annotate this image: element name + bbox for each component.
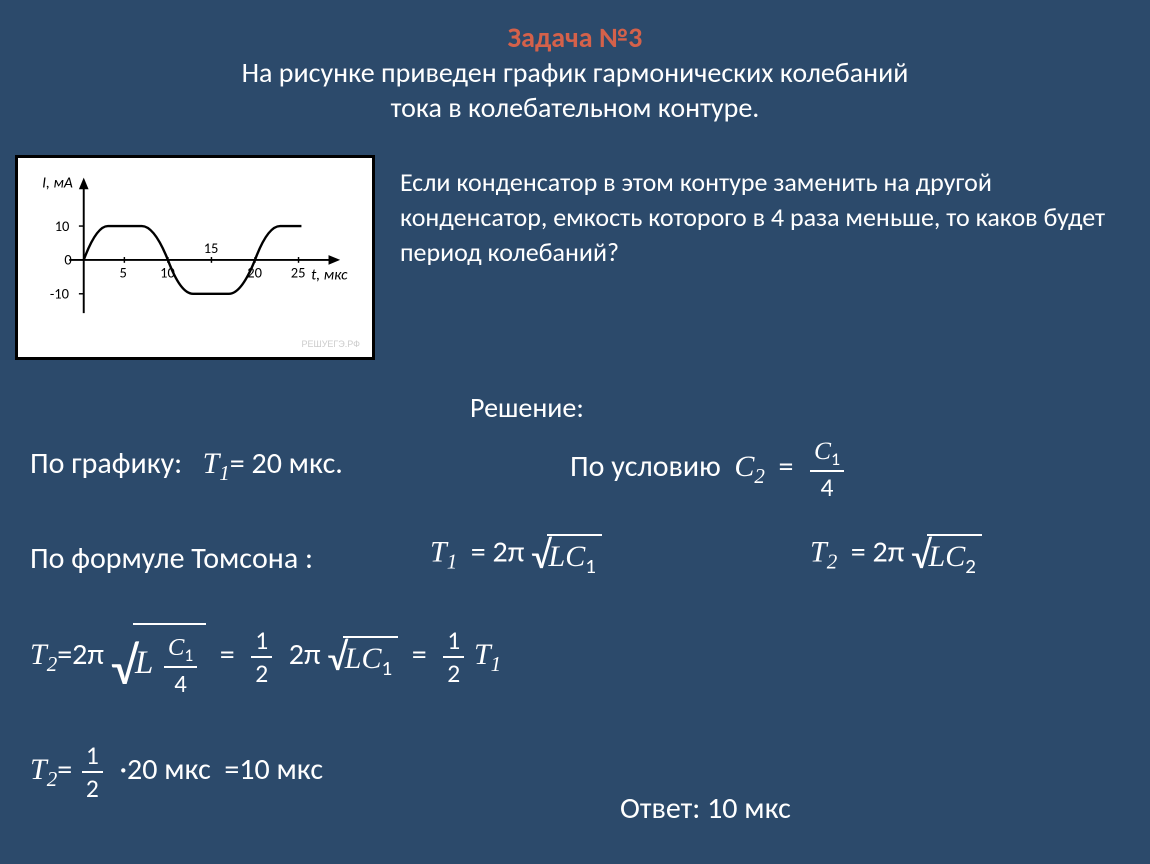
t1-formula: T1 = 2π √LC1 (430, 530, 602, 579)
line-by-condition: По условию C2 = C1 4 (570, 435, 847, 503)
line-thomson: По формуле Томсона : (30, 540, 313, 577)
answer: Ответ: 10 мкс (620, 790, 791, 827)
solution-header: Решение: (470, 390, 584, 425)
x-tick-15: 15 (204, 239, 219, 257)
oscillation-graph: I, мА t, мкс 10 0 -10 5 10 15 20 25 РЕШУ… (15, 155, 375, 360)
y-tick-0: 0 (64, 251, 71, 269)
problem-number: Задача №3 (30, 20, 1120, 55)
problem-statement: Если конденсатор в этом контуре заменить… (400, 165, 1120, 270)
problem-title-1: На рисунке приведен график гармонических… (30, 55, 1120, 90)
x-tick-5: 5 (120, 263, 127, 281)
t2-derivation: T2=2π √L C1 4 = 1 2 2π √LC1 = 1 2 T1 (30, 615, 501, 699)
t2-formula: T2 = 2π √LC2 (810, 530, 982, 579)
y-tick-10: 10 (55, 217, 70, 235)
t2-final-calc: T2= 1 2 ·20 мкс =10 мкс (30, 740, 323, 804)
x-tick-25: 25 (291, 263, 306, 281)
y-tick-neg10: -10 (50, 285, 69, 303)
watermark: РЕШУЕГЭ.РФ (301, 339, 360, 349)
line-by-graph: По графику: T1= 20 мкс. (30, 445, 343, 486)
y-axis-label: I, мА (42, 173, 73, 192)
x-axis-label: t, мкс (311, 265, 348, 284)
problem-title-2: тока в колебательном контуре. (30, 90, 1120, 125)
